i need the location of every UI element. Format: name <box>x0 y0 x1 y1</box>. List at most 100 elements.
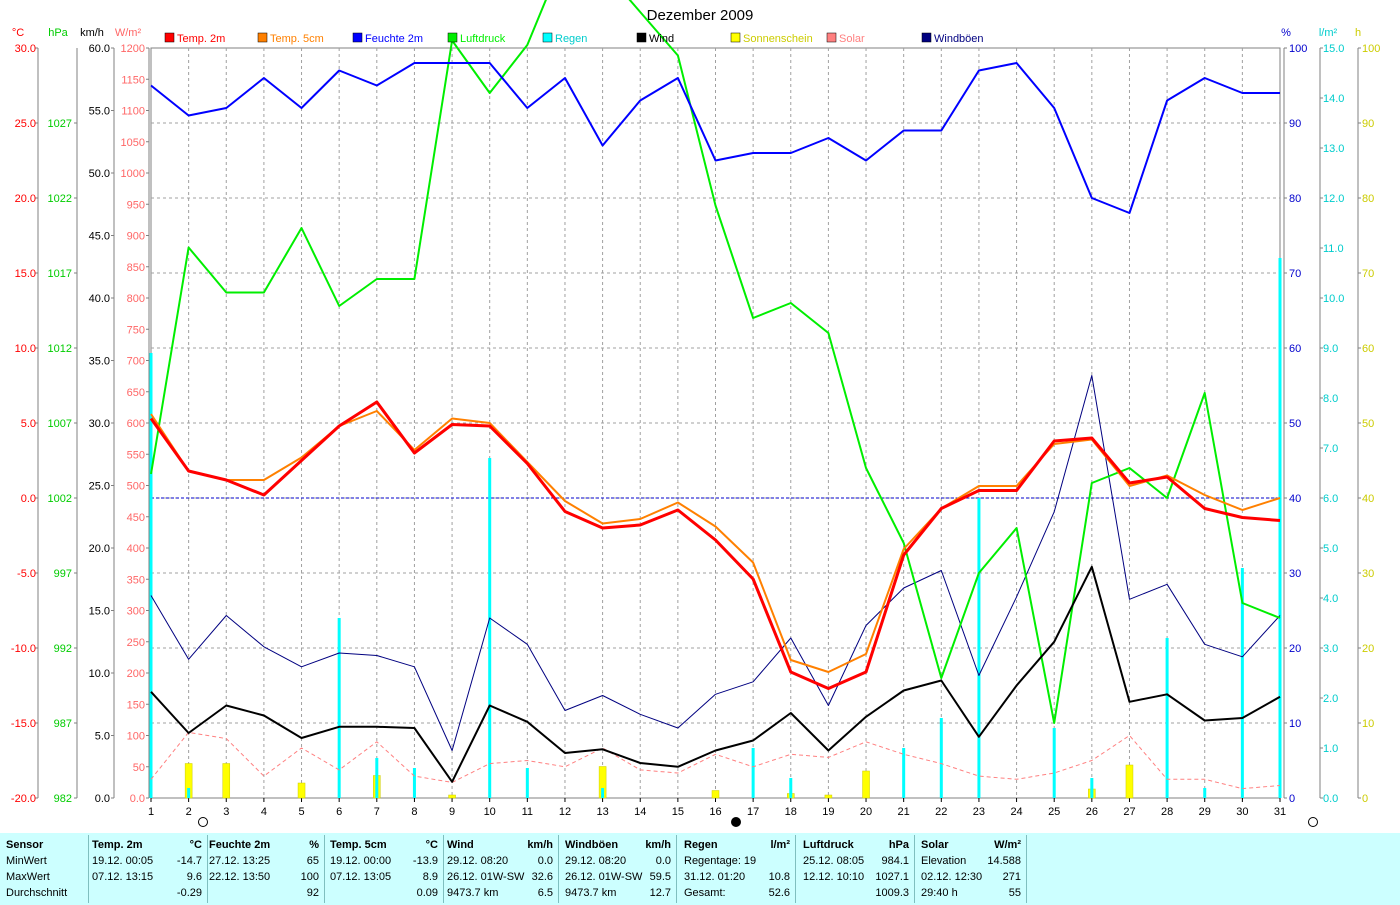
solar-tick-label: 350 <box>127 574 145 586</box>
divider <box>443 835 444 903</box>
solar-tick-label: 1000 <box>121 168 145 180</box>
sunshine-axis-unit: h <box>1355 27 1361 39</box>
pressure-tick-label: 1002 <box>48 493 72 505</box>
sunshine-tick-label: 100 <box>1362 43 1380 55</box>
stats-header-row: Luftdruck hPa <box>803 837 909 853</box>
stats-row: 9473.7 km 6.5 <box>447 885 553 901</box>
legend-label: Windböen <box>934 33 984 45</box>
stats-row-value: 92 <box>306 887 319 899</box>
temp-tick-label: -20.0 <box>11 793 36 805</box>
stats-header-row: Feuchte 2m% <box>209 837 319 853</box>
stats-unit: °C <box>425 839 438 851</box>
stats-row-value: 32.6 <box>531 871 553 883</box>
rain-bar <box>1090 778 1094 798</box>
rain-bar <box>149 353 153 798</box>
solar-tick-label: 0.0 <box>130 793 145 805</box>
stats-row: 0.09 <box>330 885 438 901</box>
stats-row: 12.12. 10:10 1027.1 <box>803 869 909 885</box>
stats-row-detail: 9473.7 km <box>565 887 617 899</box>
legend-swatch <box>921 32 932 43</box>
x-tick-label: 24 <box>1010 806 1022 818</box>
stats-row-value: 984.1 <box>881 855 909 867</box>
moon-phase-icon <box>198 817 208 827</box>
solar-tick-label: 300 <box>127 606 145 618</box>
rain-tick-label: 14.0 <box>1323 93 1344 105</box>
legend-swatch <box>826 32 837 43</box>
rain-bar <box>1052 728 1056 798</box>
temp-tick-label: 10.0 <box>15 343 36 355</box>
sunshine-tick-label: 50 <box>1362 418 1374 430</box>
divider <box>207 835 208 903</box>
moon-phase-icon <box>731 817 741 827</box>
divider <box>1026 835 1027 903</box>
stats-header: Wind <box>447 839 474 851</box>
stats-row: 22.12. 13:50 100 <box>209 869 319 885</box>
wind-tick-label: 15.0 <box>89 606 110 618</box>
stats-row: 29:40 h 55 <box>921 885 1021 901</box>
rain-bar <box>375 758 379 798</box>
rain-bar <box>939 718 943 798</box>
stats-row-detail: 22.12. 13:50 <box>209 871 271 883</box>
stats-row-value: 0.0 <box>655 855 671 867</box>
rain-tick-label: 9.0 <box>1323 343 1338 355</box>
wind-tick-label: 25.0 <box>89 481 110 493</box>
stats-row-detail: 19.12. 00:00 <box>330 855 392 867</box>
wind-tick-label: 55.0 <box>89 106 110 118</box>
wind-tick-label: 30.0 <box>89 418 110 430</box>
pressure-tick-label: 1012 <box>48 343 72 355</box>
x-tick-label: 3 <box>223 806 229 818</box>
x-tick-label: 7 <box>374 806 380 818</box>
rain-tick-label: 0.0 <box>1323 793 1338 805</box>
x-tick-label: 27 <box>1123 806 1135 818</box>
stats-row-value: 12.7 <box>649 887 671 899</box>
stats-header: Temp. 5cm <box>330 839 387 851</box>
stats-temp5cm: Temp. 5cm °C 19.12. 00:00 -13.9 07.12. 13:05… <box>330 837 438 901</box>
legend-label: Feuchte 2m <box>365 33 423 45</box>
stats-row: 26.12. 01W-SW 59.5 <box>565 869 671 885</box>
pressure-tick-label: 1017 <box>48 268 72 280</box>
stats-row-detail: 29.12. 08:20 <box>447 855 509 867</box>
sunshine-bar <box>862 770 870 799</box>
temp-tick-label: 30.0 <box>15 43 36 55</box>
x-tick-label: 20 <box>860 806 872 818</box>
stats-row-value: -13.9 <box>412 855 438 867</box>
rain-tick-label: 12.0 <box>1323 193 1344 205</box>
wind-tick-label: 35.0 <box>89 356 110 368</box>
solar-tick-label: 550 <box>127 449 145 461</box>
humidity-tick-label: 40 <box>1289 493 1301 505</box>
temp-tick-label: -5.0 <box>17 568 36 580</box>
stats-row-value: 6.5 <box>537 887 553 899</box>
stats-row: 9473.7 km 12.7 <box>565 885 671 901</box>
rain-bar <box>1203 788 1207 798</box>
humidity-tick-label: 50 <box>1289 418 1301 430</box>
divider <box>88 835 89 903</box>
weather-chart: Dezember 2009 1 2 3 4 5 6 7 8 9 10 11 12 13 14 15 16 17 1… <box>11 0 1380 827</box>
x-tick-label: 10 <box>484 806 496 818</box>
stats-header: Regen <box>684 839 718 851</box>
x-tick-label: 30 <box>1236 806 1248 818</box>
humidity-tick-label: 60 <box>1289 343 1301 355</box>
rain-tick-label: 6.0 <box>1323 493 1338 505</box>
temp-tick-label: -15.0 <box>11 718 36 730</box>
divider <box>676 835 677 903</box>
x-tick-label: 9 <box>449 806 455 818</box>
rain-axis-unit: l/m² <box>1319 27 1338 39</box>
stats-row: 31.12. 01:20 10.8 <box>684 869 790 885</box>
rain-tick-label: 11.0 <box>1323 243 1344 255</box>
sunshine-tick-label: 10 <box>1362 718 1374 730</box>
stats-unit: °C <box>189 839 202 851</box>
rain-bar <box>525 768 529 798</box>
wind-tick-label: 20.0 <box>89 543 110 555</box>
stats-header: Temp. 2m <box>92 839 143 851</box>
moon-icons <box>198 817 1318 827</box>
stats-row-detail: 19.12. 00:05 <box>92 855 154 867</box>
rain-tick-label: 5.0 <box>1323 543 1338 555</box>
stats-header-row: Regen l/m² <box>684 837 790 853</box>
solar-tick-label: 400 <box>127 543 145 555</box>
rain-tick-label: 2.0 <box>1323 693 1338 705</box>
stats-header-row: Windböen km/h <box>565 837 671 853</box>
sunshine-bar <box>824 794 833 799</box>
axes: 1 2 3 4 5 6 7 8 9 10 11 12 13 14 15 16 17 18 19 20 21 22 23 24 2… <box>11 27 1380 818</box>
stats-row-label: MaxWert <box>6 871 50 883</box>
humidity-axis-unit: % <box>1281 27 1291 39</box>
